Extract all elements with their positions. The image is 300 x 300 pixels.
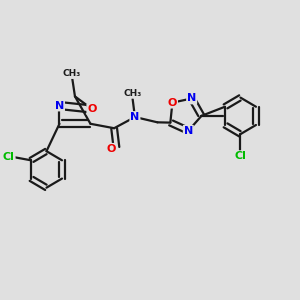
Text: O: O: [106, 144, 116, 154]
Text: Cl: Cl: [235, 151, 246, 161]
Text: N: N: [130, 112, 140, 122]
Text: N: N: [187, 94, 196, 103]
Text: O: O: [168, 98, 177, 108]
Text: CH₃: CH₃: [63, 69, 81, 78]
Text: O: O: [87, 104, 97, 114]
Text: N: N: [184, 126, 193, 136]
Text: N: N: [55, 100, 64, 110]
Text: CH₃: CH₃: [124, 89, 142, 98]
Text: Cl: Cl: [3, 152, 15, 162]
